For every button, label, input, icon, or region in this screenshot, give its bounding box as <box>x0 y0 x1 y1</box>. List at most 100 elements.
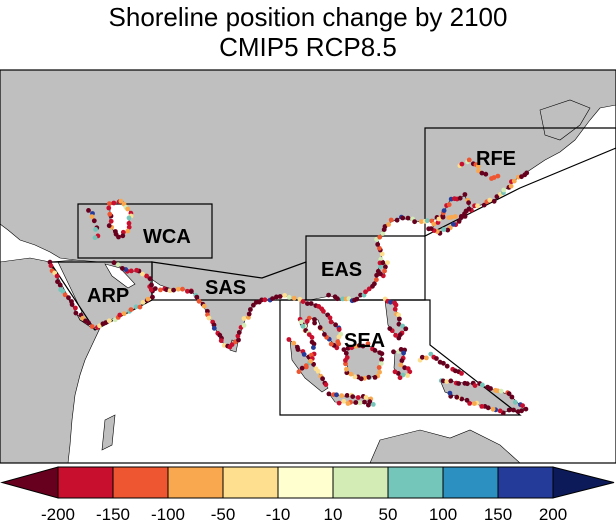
shoreline-dot <box>300 323 306 329</box>
shoreline-dot <box>523 406 529 412</box>
shoreline-dot <box>345 345 351 351</box>
shoreline-dot <box>175 286 181 292</box>
sea-box <box>279 299 522 416</box>
colorbar-tick: -50 <box>210 505 236 524</box>
shoreline-dot <box>277 294 283 299</box>
colorbar-bin <box>167 466 224 499</box>
shoreline-dot <box>466 157 472 163</box>
shoreline-dot <box>73 305 78 311</box>
shoreline-dot <box>357 400 363 406</box>
map-subtitle: CMIP5 RCP8.5 <box>219 32 397 62</box>
shoreline-dot <box>336 327 342 332</box>
shoreline-dot <box>327 315 333 321</box>
shoreline-dot <box>405 373 410 378</box>
shoreline-dot <box>350 394 356 399</box>
shoreline-dot <box>393 332 398 338</box>
shoreline-dot <box>382 224 388 229</box>
shoreline-dot <box>392 369 398 375</box>
shoreline-dot <box>345 401 351 406</box>
shoreline-dot <box>397 316 402 322</box>
shoreline-dot <box>400 323 405 329</box>
shoreline-dot <box>133 304 139 310</box>
shoreline-dot <box>218 338 224 344</box>
shoreline-dot <box>377 234 383 240</box>
shoreline-dot <box>274 294 279 300</box>
shoreline-dot <box>403 326 409 332</box>
shoreline-dot <box>348 371 354 377</box>
shoreline-dot <box>441 208 447 214</box>
shoreline-dot <box>501 187 507 193</box>
shoreline-dot <box>483 171 489 177</box>
shoreline-dot <box>158 287 163 293</box>
shoreline-dot <box>446 202 452 208</box>
shoreline-dot <box>459 396 465 402</box>
shoreline-dot <box>459 161 465 167</box>
shoreline-dot <box>311 345 316 350</box>
shoreline-dot <box>304 318 310 324</box>
colorbar-bin <box>57 466 114 499</box>
shoreline-dot <box>424 218 430 224</box>
shoreline-dot <box>487 197 493 203</box>
shoreline-dot <box>393 302 399 308</box>
shoreline-dot <box>372 375 378 380</box>
shoreline-dot <box>471 401 477 406</box>
colorbar-bin <box>497 466 554 499</box>
shoreline-dot <box>444 363 450 369</box>
shoreline-dot <box>291 295 297 301</box>
shoreline-dot <box>462 214 468 219</box>
colorbar-tick: 50 <box>378 505 398 524</box>
shoreline-dot <box>91 218 97 224</box>
shoreline-dot <box>340 296 346 302</box>
shoreline-dot <box>120 266 125 271</box>
shoreline-dot <box>308 358 313 364</box>
shoreline-dot <box>92 235 98 241</box>
shoreline-dot <box>115 262 121 268</box>
shoreline-dot <box>366 286 372 292</box>
shoreline-dot <box>428 226 434 232</box>
shoreline-dot <box>296 369 302 375</box>
shoreline-dot <box>366 374 372 380</box>
shoreline-dot <box>366 402 371 408</box>
shoreline-dot <box>447 390 453 396</box>
colorbar-tick: -100 <box>150 505 186 524</box>
shoreline-dot <box>511 178 517 184</box>
shoreline-dot <box>241 316 247 321</box>
shoreline-dot <box>458 215 464 220</box>
shoreline-dot <box>378 271 383 277</box>
shoreline-dot <box>488 386 493 391</box>
shoreline-dot <box>194 294 200 300</box>
shoreline-dot <box>126 220 132 226</box>
shoreline-dot <box>475 164 481 169</box>
shoreline-dot <box>431 221 437 227</box>
shoreline-dot <box>248 307 253 312</box>
shoreline-dot <box>111 260 117 266</box>
shoreline-dot <box>387 326 393 331</box>
colorbar-arrow-high <box>552 466 615 499</box>
shoreline-dot <box>73 310 79 316</box>
shoreline-dot <box>341 398 347 404</box>
shoreline-dot <box>317 325 323 330</box>
shoreline-dot <box>419 354 425 360</box>
shoreline-dot <box>303 364 309 370</box>
shoreline-dot <box>326 292 331 298</box>
shoreline-dot <box>396 312 402 318</box>
shoreline-dot <box>380 260 386 266</box>
shoreline-dot <box>472 383 478 388</box>
shoreline-dot <box>343 350 349 356</box>
shoreline-dot <box>354 296 360 302</box>
shoreline-dot <box>315 369 321 374</box>
colorbar-bin <box>222 466 279 499</box>
shoreline-dot <box>134 267 140 273</box>
colorbar-tick: -200 <box>40 505 76 524</box>
shoreline-dot <box>128 268 134 274</box>
shoreline-dot <box>339 393 344 398</box>
shoreline-dot <box>396 321 402 327</box>
shoreline-dot <box>386 222 391 227</box>
shoreline-dot <box>374 277 379 283</box>
shoreline-dot <box>282 293 288 298</box>
shoreline-dot <box>424 355 429 361</box>
shoreline-dot <box>106 205 112 211</box>
shoreline-dot <box>326 391 332 397</box>
shoreline-dot <box>171 287 177 293</box>
shoreline-dot <box>524 170 530 176</box>
